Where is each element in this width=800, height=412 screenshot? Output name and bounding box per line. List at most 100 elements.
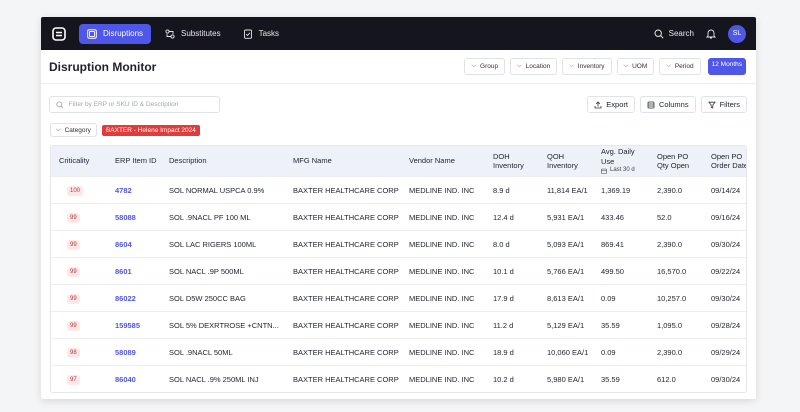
adu-period[interactable]: Last 30 d (601, 167, 649, 175)
cell-mfg: BAXTER HEALTHCARE CORP (293, 347, 399, 357)
cell-po-qty: 52.0 (657, 212, 672, 222)
cell-erp-link[interactable]: 86040 (115, 374, 136, 384)
columns-button[interactable]: Columns (639, 96, 696, 113)
cell-vendor: MEDLINE IND. INC (409, 347, 475, 357)
cell-mfg: BAXTER HEALTHCARE CORP (293, 185, 399, 195)
adu-period-label: Last 30 d (610, 167, 635, 174)
columns-icon (647, 101, 655, 108)
cell-description: SOL NACL .9% 250ML INJ (169, 374, 259, 384)
col-criticality[interactable]: Criticality (59, 156, 90, 166)
period-value-badge[interactable]: 12 Months (707, 58, 746, 75)
cell-adu: 0.09 (601, 293, 616, 303)
cell-erp-link[interactable]: 159585 (115, 320, 141, 330)
cell-criticality: 99 (51, 239, 107, 250)
cell-mfg: BAXTER HEALTHCARE CORP (293, 239, 399, 249)
col-qoh-inventory[interactable]: QOH Inventory (539, 152, 593, 171)
filters-button[interactable]: Filters (700, 96, 747, 113)
search-input[interactable] (68, 101, 213, 108)
period-filter[interactable]: ⌵ Period (659, 58, 701, 75)
top-right-actions: Search SL (654, 17, 746, 50)
cell-po-date: 09/14/24 (711, 185, 741, 195)
disruptions-icon (87, 28, 97, 39)
export-button[interactable]: Export (587, 96, 635, 113)
main-nav: Disruptions Substitutes Tasks (79, 23, 287, 44)
filter-label: Group (480, 63, 499, 70)
cell-criticality: 99 (51, 320, 107, 331)
cell-doh: 8.0 d (493, 239, 510, 249)
col-description[interactable]: Description (169, 156, 207, 166)
cell-qoh: 5,980 EA/1 (547, 374, 585, 384)
table-header: Criticality ERP Item ID Description MFG … (51, 146, 746, 176)
cell-description: SOL .9NACL PF 100 ML (169, 212, 251, 222)
nav-item-label: Substitutes (181, 29, 221, 38)
col-doh-inventory[interactable]: DOH Inventory (485, 152, 539, 171)
group-filter[interactable]: ⌵ Group (464, 58, 506, 75)
app-logo-icon[interactable] (51, 26, 67, 42)
cell-po-qty: 16,570.0 (657, 266, 687, 276)
nav-item-substitutes[interactable]: Substitutes (157, 24, 229, 44)
cell-adu: 869.41 (601, 239, 624, 249)
bell-icon[interactable] (706, 28, 716, 39)
uom-filter[interactable]: ⌵ UOM (616, 58, 655, 75)
chevron-down-icon: ⌵ (666, 63, 671, 69)
cell-po-date: 09/30/24 (711, 239, 741, 249)
table-row[interactable]: 98 58089 SOL .9NACL 50ML BAXTER HEALTHCA… (51, 338, 746, 365)
category-filter[interactable]: ⌵ Category (50, 123, 97, 137)
cell-description: SOL NORMAL USPCA 0.9% (169, 185, 265, 195)
cell-qoh: 8,613 EA/1 (547, 293, 585, 303)
cell-po-date: 09/22/24 (711, 266, 741, 276)
cell-erp-link[interactable]: 58089 (115, 347, 136, 357)
page-title: Disruption Monitor (49, 59, 157, 74)
cell-erp-link[interactable]: 8604 (115, 239, 132, 249)
cell-criticality: 98 (51, 347, 107, 358)
cell-po-date: 09/30/24 (711, 374, 741, 384)
search-icon (56, 101, 64, 109)
cell-qoh: 5,129 EA/1 (547, 320, 585, 330)
cell-description: SOL LAC RIGERS 100ML (169, 239, 257, 249)
criticality-badge: 98 (67, 347, 80, 358)
cell-mfg: BAXTER HEALTHCARE CORP (293, 212, 399, 222)
cell-po-qty: 10,257.0 (657, 293, 687, 303)
table-toolbar: Export Columns Filters (41, 96, 756, 124)
cell-erp-link[interactable]: 8601 (115, 266, 132, 276)
table-row[interactable]: 99 58088 SOL .9NACL PF 100 ML BAXTER HEA… (51, 203, 746, 230)
col-vendor-name[interactable]: Vendor Name (409, 156, 455, 166)
table-row[interactable]: 99 8601 SOL NACL .9P 500ML BAXTER HEALTH… (51, 257, 746, 284)
cell-adu: 35.59 (601, 374, 620, 384)
col-open-po-qty[interactable]: Open PO Qty Open (649, 152, 703, 171)
cell-adu: 1,369.19 (601, 185, 631, 195)
criticality-badge: 99 (67, 293, 80, 304)
table-row[interactable]: 100 4782 SOL NORMAL USPCA 0.9% BAXTER HE… (51, 176, 746, 203)
cell-erp-link[interactable]: 86022 (115, 293, 136, 303)
nav-item-disruptions[interactable]: Disruptions (79, 23, 152, 44)
table-row[interactable]: 97 86040 SOL NACL .9% 250ML INJ BAXTER H… (51, 365, 746, 392)
col-poq-line1: Open PO (657, 151, 689, 161)
cell-erp-link[interactable]: 4782 (115, 185, 132, 195)
cell-doh: 10.2 d (493, 374, 514, 384)
category-tag[interactable]: BAXTER - Helene Impact 2024 (101, 124, 200, 136)
table-row[interactable]: 99 8604 SOL LAC RIGERS 100ML BAXTER HEAL… (51, 230, 746, 257)
cell-po-date: 09/28/24 (711, 320, 741, 330)
col-pod-line2: Order Date (711, 161, 747, 170)
col-avg-daily-use[interactable]: Avg. Daily Use Last 30 d (593, 147, 649, 174)
col-erp-item-id[interactable]: ERP Item ID (115, 156, 157, 166)
category-row: ⌵ Category BAXTER - Helene Impact 2024 (41, 121, 756, 139)
cell-erp-link[interactable]: 58088 (115, 212, 136, 222)
cell-adu: 0.09 (601, 347, 616, 357)
cell-po-qty: 1,095.0 (657, 320, 683, 330)
cell-mfg: BAXTER HEALTHCARE CORP (293, 293, 399, 303)
table-row[interactable]: 99 159585 SOL 5% DEXRTROSE +CNTN... BAXT… (51, 311, 746, 338)
inventory-filter[interactable]: ⌵ Inventory (562, 58, 612, 75)
global-search-button[interactable]: Search (654, 28, 694, 39)
table-search (49, 96, 220, 113)
cell-po-qty: 2,390.0 (657, 185, 683, 195)
location-filter[interactable]: ⌵ Location (510, 58, 558, 75)
col-mfg-name[interactable]: MFG Name (293, 156, 332, 166)
table-row[interactable]: 99 86022 SOL D5W 250CC BAG BAXTER HEALTH… (51, 284, 746, 311)
col-open-po-date[interactable]: Open PO Order Date (703, 152, 747, 171)
chevron-down-icon: ⌵ (56, 126, 61, 133)
avatar[interactable]: SL (728, 24, 746, 43)
nav-item-tasks[interactable]: Tasks (235, 24, 287, 44)
criticality-badge: 99 (67, 320, 80, 331)
substitutes-icon (165, 28, 175, 39)
